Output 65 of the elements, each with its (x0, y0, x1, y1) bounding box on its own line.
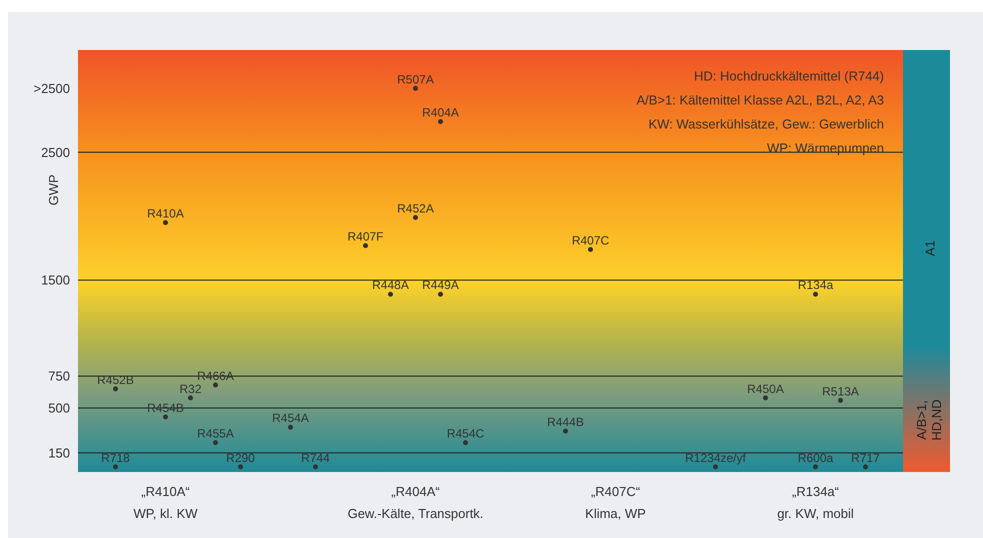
point (288, 424, 293, 430)
series-label: R450A (747, 382, 784, 396)
point (713, 464, 718, 470)
series-label: R454C (446, 426, 485, 441)
series-label: R407C (572, 233, 610, 248)
point (813, 292, 818, 297)
y-tick-label: 1500 (41, 272, 70, 288)
point (363, 243, 368, 248)
annotation: WP: Wärmepumpen (766, 140, 884, 156)
series-label: R32 (179, 382, 202, 396)
point (238, 464, 243, 470)
series-label: R404A (422, 106, 459, 120)
series-label: R448A (372, 278, 409, 292)
series-label: R717 (851, 450, 880, 465)
y-tick-label: >2500 (33, 80, 70, 96)
text: A/B>1, HD,ND (914, 399, 944, 441)
series-label: R744 (301, 450, 330, 465)
point (838, 398, 843, 403)
point (113, 386, 118, 392)
series-label: R454A (272, 411, 309, 426)
series-label: R1234ze/yf (685, 450, 747, 465)
x-tick-label: „R407C“ Klima, WP (585, 484, 646, 521)
point (313, 464, 318, 470)
series-label: R452A (397, 202, 434, 216)
point (413, 215, 418, 220)
point (588, 246, 593, 252)
series-label: R452B (97, 372, 134, 387)
annotation: HD: Hochdruckkältemittel (R744) (694, 68, 884, 84)
text: A1 (922, 240, 938, 256)
series-label: R507A (397, 72, 434, 86)
series-label: R410A (147, 206, 184, 221)
y-tick-label: 750 (48, 368, 70, 384)
point (438, 292, 443, 297)
point (438, 119, 443, 124)
series-label: R455A (197, 426, 234, 441)
point (763, 395, 768, 400)
series-label: R600a (798, 450, 834, 465)
series-label: R290 (226, 450, 256, 465)
series-label: R134a (798, 278, 834, 292)
x-tick-label: „R410A“ WP, kl. KW (133, 484, 198, 521)
point (163, 414, 168, 420)
y-tick-label: 2500 (41, 144, 70, 160)
point (813, 464, 818, 470)
point (863, 464, 868, 470)
series-label: R444B (547, 415, 584, 430)
point (113, 464, 118, 470)
y-tick-label: 150 (48, 445, 70, 460)
x-tick-label: „R134a“ gr. KW, mobil (777, 484, 854, 521)
point (213, 440, 218, 446)
series-label: R449A (422, 278, 459, 292)
annotation: A/B>1: Kältemittel Klasse A2L, B2L, A2, A3 (636, 92, 884, 108)
series-label: R513A (822, 384, 859, 398)
point (413, 86, 418, 91)
y-tick-label: 500 (48, 400, 70, 416)
point (188, 395, 193, 400)
point (163, 220, 168, 226)
series-label: R407F (347, 230, 384, 244)
point (388, 292, 393, 297)
x-tick-label: „R404A“ Gew.-Kälte, Transportk. (348, 484, 484, 521)
point (463, 440, 468, 446)
annotation: KW: Wasserkühlsätze, Gew.: Gewerblich (648, 116, 884, 132)
point (563, 428, 568, 434)
y-axis-title: GWP (46, 174, 61, 206)
series-label: R718 (101, 450, 130, 465)
point (213, 382, 218, 388)
